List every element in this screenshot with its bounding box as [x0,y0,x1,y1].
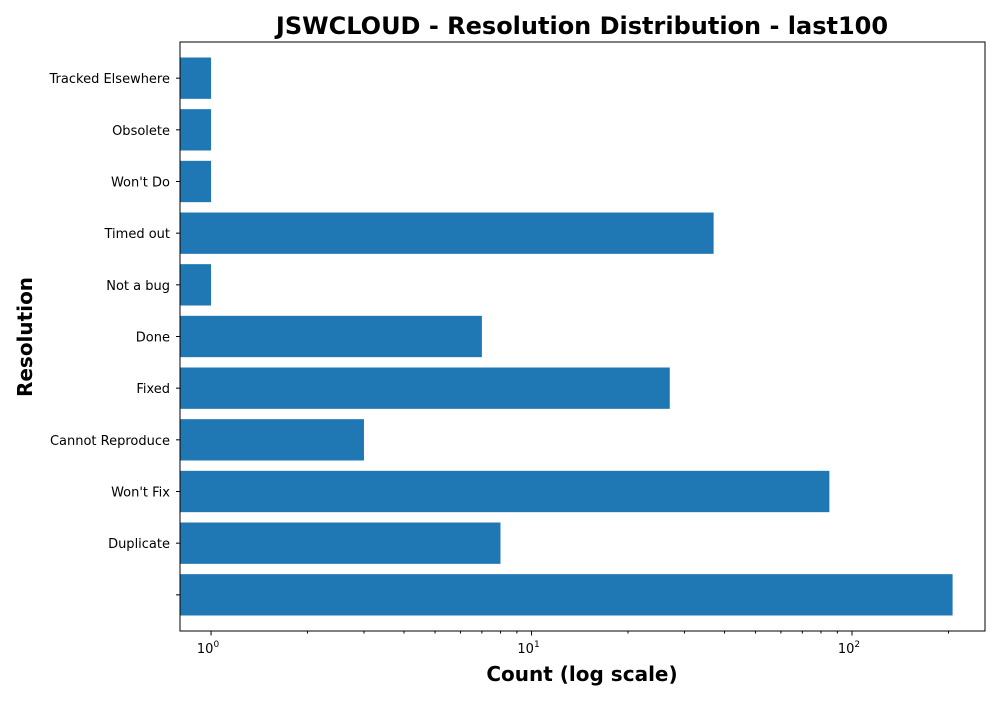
bar-obsolete [180,109,212,151]
x-tick-base: 10 [517,642,534,657]
y-axis-label: Resolution [13,277,37,397]
x-tick-label: 101 [517,640,539,657]
bar-done [180,315,482,358]
x-tick-label: 102 [838,640,860,657]
bar-not-a-bug [180,264,212,306]
x-axis-label: Count (log scale) [486,662,677,686]
y-tick-label-tracked-elsewhere: Tracked Elsewhere [49,72,170,87]
x-tick-exponent: 2 [854,640,860,650]
y-tick-label-won-t-fix: Won't Fix [111,486,170,501]
bar-empty [180,574,953,616]
y-tick-label-duplicate: Duplicate [108,537,170,552]
y-tick-label-not-a-bug: Not a bug [106,279,170,294]
bar-tracked-elsewhere [180,57,212,99]
bar-timed-out [180,212,714,254]
x-tick-exponent: 0 [213,640,219,650]
bar-cannot-reproduce [180,419,364,461]
x-axis-ticks: 100 101 102 [197,631,949,657]
y-tick-label-fixed: Fixed [136,382,170,397]
y-tick-label-cannot-reproduce: Cannot Reproduce [50,434,170,449]
y-axis-ticks: Duplicate Won't Fix Cannot Reproduce Fixed D… [49,72,180,596]
chart-title: JSWCLOUD - Resolution Distribution - las… [274,12,888,40]
y-tick-label-obsolete: Obsolete [112,124,170,139]
x-tick-label: 100 [197,640,220,657]
y-tick-label-done: Done [136,331,170,346]
x-tick-base: 10 [838,642,855,657]
y-tick-label-won-t-do: Won't Do [111,176,170,191]
bar-fixed [180,367,670,409]
x-tick-exponent: 1 [534,640,540,650]
bar-won-t-do [180,160,212,203]
bar-won-t-fix [180,470,830,513]
x-tick-base: 10 [197,642,214,657]
bars-group [180,57,953,616]
y-tick-label-timed-out: Timed out [104,227,171,242]
bar-duplicate [180,522,501,564]
